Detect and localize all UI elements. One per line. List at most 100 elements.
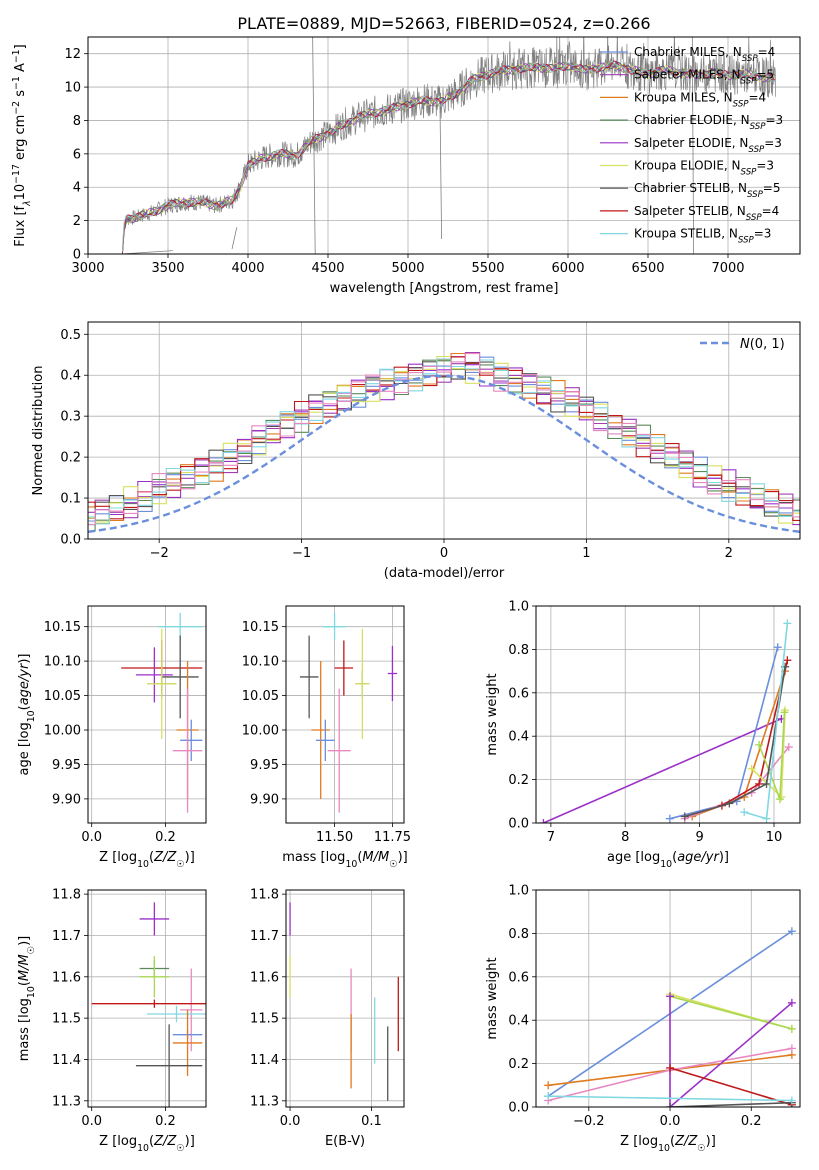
z-age-frame [87,605,207,824]
weight-marker [539,819,548,823]
legend-entry: Salpeter STELIB, NSSP=4 [634,204,779,223]
spectrum-xtick-label: 4000 [231,261,264,276]
ebv-mass-xlabel: E(B-V) [325,1134,365,1149]
weight-marker [787,1044,796,1053]
errorbar-point [327,688,351,813]
residuals-ylabel: Normed distribution [31,366,46,496]
z-age-panel: 0.0 0.2 9.90 9.95 10.00 10.05 10.10 10.15 Z [log… [17,605,207,870]
spectrum-spike [231,227,238,250]
age-weight-ytick-label: 0.4 [508,730,529,745]
legend-entry: Chabrier MILES, NSSP=4 [634,45,775,64]
ebv-mass-panel: 0.0 0.1 11.3 11.4 11.5 11.6 11.7 11.8 E(B-V) [250,888,405,1149]
z-mass-ytick-label: 11.7 [52,929,81,944]
z-age-ytick-label: 10.15 [44,620,81,635]
spectrum-ylabel: Flux [fλ10−17 erg cm−2 s−1 A−1] [11,44,33,246]
errorbar-point [180,968,203,1052]
legend-entry: Chabrier ELODIE, NSSP=3 [634,113,783,132]
age-weight-ytick-label: 1.0 [508,600,529,615]
weight-marker [762,814,771,823]
age-weight-xtick-label: 9 [695,830,703,845]
age-weight-xtick-label: 8 [621,830,629,845]
z-mass-ytick-label: 11.5 [52,1012,81,1027]
spectrum-panel: 3000 3500 4000 4500 5000 5500 6000 6500 7000 0 2 4 6… [11,36,801,296]
age-weight-ytick-label: 0.8 [508,643,529,658]
histogram-step [88,356,800,526]
spectrum-xtick-label: 4500 [311,261,344,276]
z-weight-ytick-label: 0.8 [508,927,529,942]
legend-entry: Salpeter ELODIE, NSSP=3 [634,136,782,155]
errorbar-point [139,902,170,936]
z-age-ytick-label: 9.90 [52,792,81,807]
z-weight-plot-area [544,927,796,1107]
residuals-xtick-label: 2 [725,546,733,561]
weight-marker [762,779,771,788]
residuals-ytick-label: 0.3 [60,410,81,425]
weight-marker [666,992,675,1001]
weight-marker [787,1096,796,1105]
residuals-ytick-label: 0.0 [60,533,81,548]
ebv-mass-frame [285,889,405,1108]
residuals-xtick-label: −2 [150,546,169,561]
errorbar-point [135,647,173,703]
histogram-step [88,356,800,521]
spectrum-xlabel: wavelength [Angstrom, rest frame] [330,281,559,296]
z-mass-ytick-label: 11.8 [52,888,81,903]
legend-entry: N(0, 1) [740,337,785,352]
z-age-ytick-label: 10.00 [44,724,81,739]
mass-age-ytick-label: 10.05 [242,689,279,704]
age-weight-xtick-label: 10 [766,830,783,845]
errorbar-point [311,661,330,799]
residuals-xtick-label: −1 [292,546,311,561]
errorbar-point [172,1009,203,1076]
z-age-xtick-label: 0.2 [155,830,176,845]
weight-marker [666,1063,675,1072]
spectrum-ytick-label: 12 [64,47,81,62]
z-age-xlabel: Z [log10(Z/Z☉)] [99,850,195,870]
z-mass-frame [87,889,207,1108]
age-weight-ytick-label: 0.0 [508,817,529,832]
z-weight-grid [536,889,800,1108]
residuals-frame [87,321,801,540]
z-weight-ylabel: mass weight [485,957,500,1039]
spectrum-xtick-label: 5500 [471,261,504,276]
spectrum-ytick-label: 0 [73,248,81,263]
errorbar-point [323,612,347,641]
z-mass-plot-area [91,902,206,1107]
errorbar-point [139,956,170,998]
ebv-mass-ytick-label: 11.5 [250,1012,279,1027]
mass-age-plot-area [299,612,398,813]
normal-curve [88,374,800,533]
z-mass-ylabel: mass [log10(M/M☉)] [17,936,37,1062]
mass-age-ytick-label: 9.95 [250,758,279,773]
residuals-plot-area [88,352,800,533]
z-weight-xtick-label: −0.2 [573,1114,605,1129]
spectrum-frame [87,36,801,255]
errorbar-point [147,628,177,739]
weight-marker [725,799,734,808]
weight-line [543,718,782,823]
z-mass-ytick-label: 11.3 [52,1094,81,1109]
spectrum-spike [312,37,316,254]
spectrum-xtick-label: 7000 [711,261,744,276]
spectrum-ytick-label: 4 [73,181,81,196]
spectrum-ytick-label: 8 [73,114,81,129]
histogram-step [88,356,800,522]
residuals-ytick-label: 0.4 [60,369,81,384]
errorbar-point [172,688,203,813]
residuals-ytick-label: 0.5 [60,328,81,343]
weight-marker [784,743,793,752]
z-weight-ytick-label: 0.2 [508,1057,529,1072]
weight-marker [665,814,674,823]
mass-age-ytick-label: 10.15 [242,620,279,635]
z-weight-ytick-label: 0.0 [508,1101,529,1116]
errorbar-point [299,635,319,719]
mass-age-ytick-label: 10.10 [242,655,279,670]
weight-marker [544,1081,553,1090]
age-weight-ytick-label: 0.2 [508,773,529,788]
errorbar-point [355,628,370,739]
weight-marker [787,1024,796,1033]
weight-marker [783,619,792,628]
weight-marker [787,927,796,936]
z-weight-panel: −0.2 0.0 0.2 0.0 0.2 0.4 0.6 0.8 1.0 Z [log10(Z/Z… [485,884,801,1154]
